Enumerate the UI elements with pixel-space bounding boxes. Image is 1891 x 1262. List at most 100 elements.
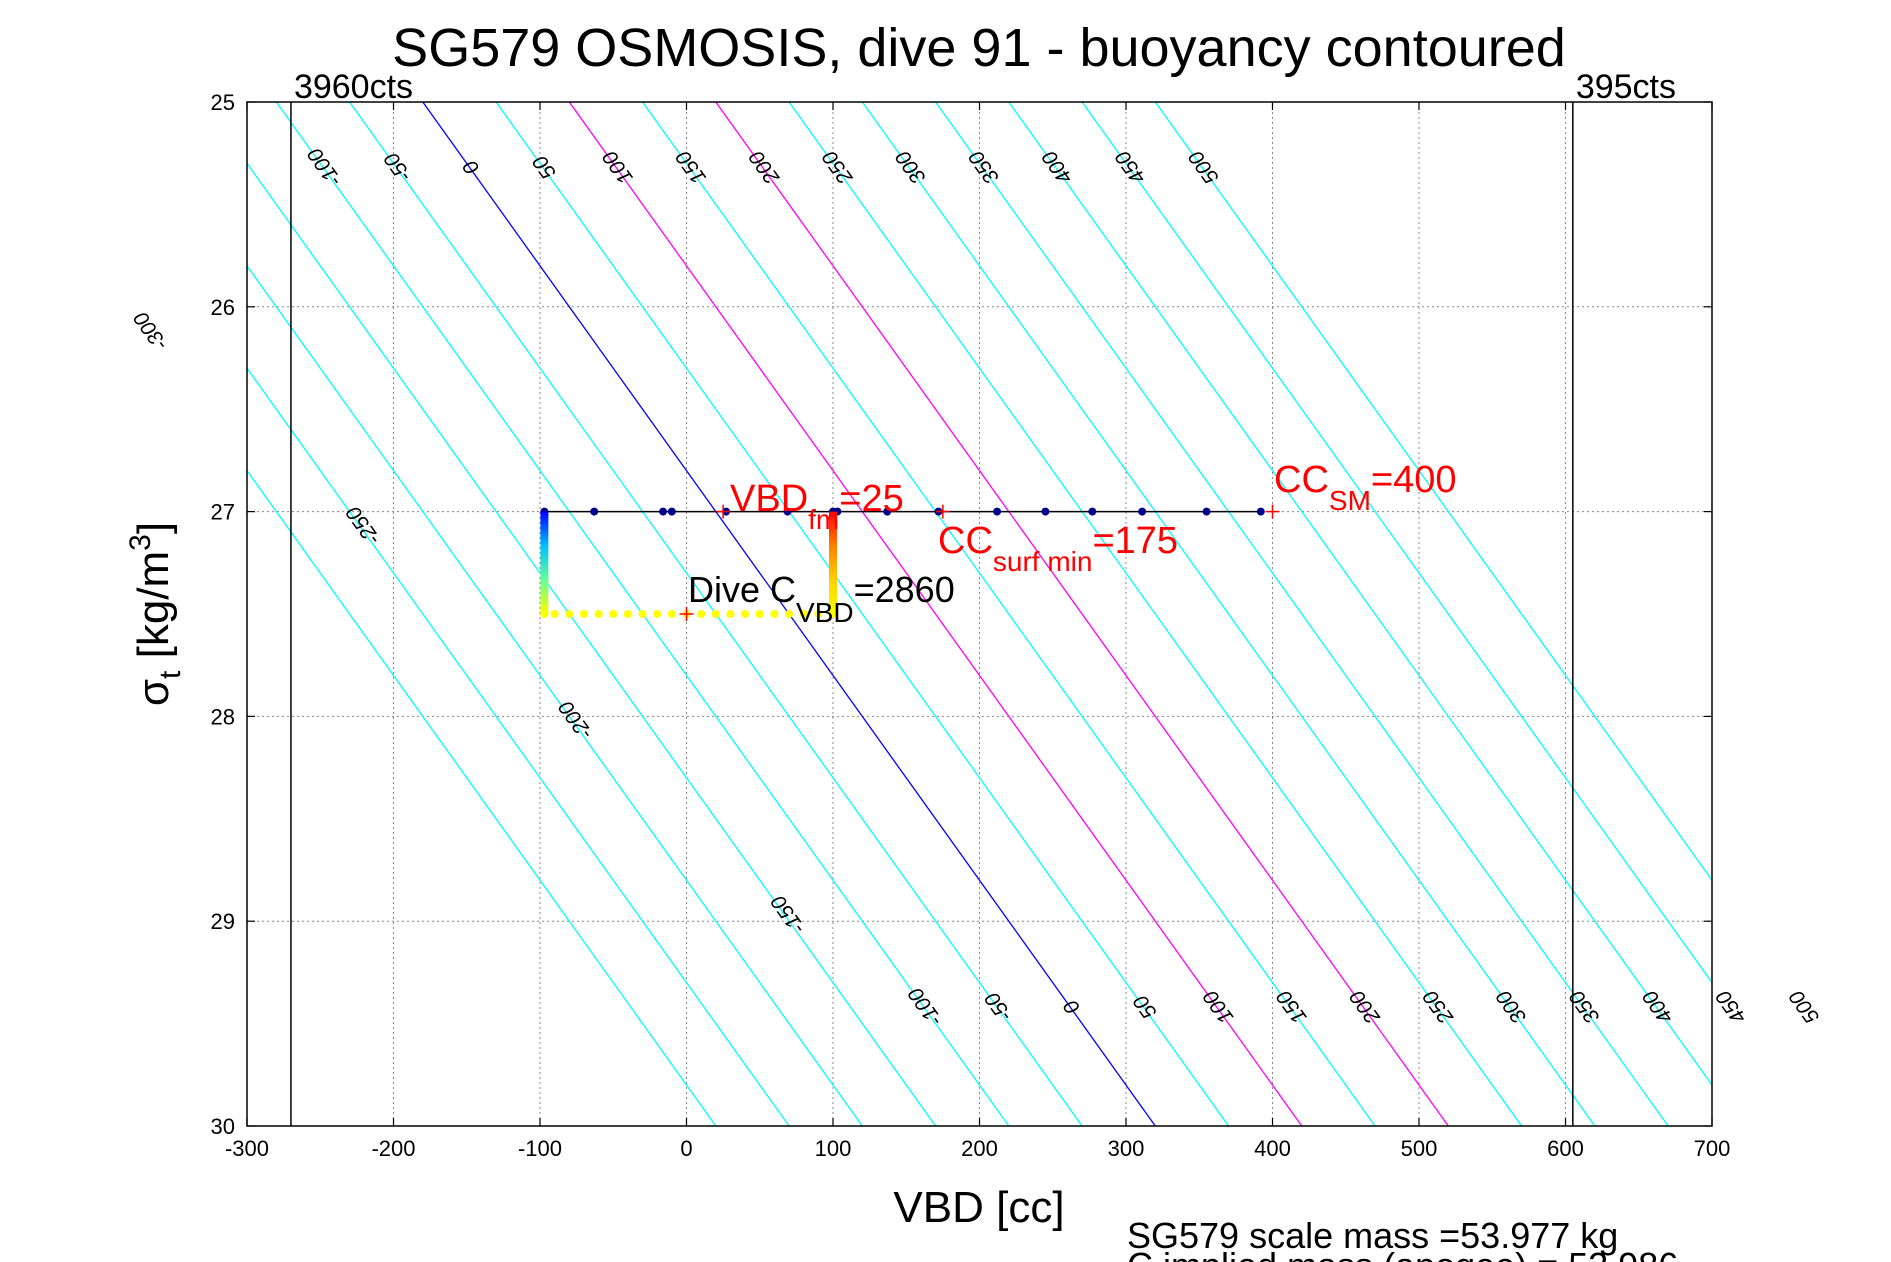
series-point [623, 610, 632, 618]
contour-label: -100 [303, 143, 346, 191]
cc-sm-sub: SM [1329, 485, 1371, 516]
contour-label: 350 [1565, 986, 1604, 1028]
y-tick-label: 29 [211, 909, 235, 934]
chart-title: SG579 OSMOSIS, dive 91 - buoyancy contou… [392, 18, 1566, 78]
annotations: VBDfm=25 CCsurf min=175 CCSM=400 Dive CV… [688, 459, 1456, 628]
contour-line [1081, 102, 1712, 984]
y-axis-label-rest: [kg/m [129, 551, 178, 671]
contour-line [568, 102, 1303, 1126]
contour-labels: -100 -50 0 50 100 150 200 250 300 350 400 450 500 -10… [129, 143, 1824, 1031]
y-axis-label-close: ] [129, 522, 178, 534]
series-point [799, 610, 808, 618]
contour-line [715, 102, 1449, 1126]
series-point [609, 610, 618, 618]
dive-c-vbd-annotation: Dive CVBD=2860 [688, 569, 955, 628]
x-axis-ticks: -300 -200 -100 0 100 200 300 400 500 600 700 [225, 102, 1730, 1161]
vbd-fm-main: VBD [730, 478, 808, 520]
dive-data-series [540, 504, 1280, 621]
contour-line [1008, 102, 1712, 1087]
contour-label: -200 [554, 696, 597, 744]
contour-line [1154, 102, 1712, 882]
contour-label: 500 [1785, 986, 1824, 1028]
contour-label: 450 [1712, 986, 1751, 1028]
contour-label: 450 [1111, 146, 1150, 188]
dive-c-sub: VBD [796, 597, 854, 628]
contour-label: 0 [459, 156, 485, 179]
x-axis-label: VBD [cc] [893, 1183, 1064, 1232]
contour-label: -100 [904, 983, 947, 1031]
series-point [755, 610, 764, 618]
series-point [785, 610, 794, 618]
contour-label: 350 [964, 146, 1003, 188]
implied-mass-note: C implied mass (apogee) = 53.986 [1127, 1245, 1678, 1262]
x-tick-label: 600 [1547, 1136, 1584, 1161]
y-tick-label: 30 [211, 1114, 235, 1139]
contour-label: 50 [1129, 990, 1161, 1023]
series-point [579, 610, 588, 618]
contour-label: 400 [1038, 146, 1077, 188]
cc-surf-min-annotation: CCsurf min=175 [938, 520, 1178, 577]
contour-line [247, 367, 790, 1126]
count-limit-label: 3960cts [294, 68, 413, 106]
series-point [653, 610, 662, 618]
contour-label: 50 [528, 151, 560, 184]
y-tick-label: 25 [211, 90, 235, 115]
implied-mass-rest: implied mass (apogee) = 53.986 [1153, 1245, 1678, 1262]
series-point [550, 610, 559, 618]
dive-c-value: =2860 [854, 569, 955, 610]
x-tick-label: -200 [371, 1136, 415, 1161]
y-axis-label-sup: 3 [124, 534, 157, 551]
contour-line [788, 102, 1523, 1126]
series-point [1256, 507, 1265, 516]
contour-label: 100 [598, 146, 637, 188]
contour-line [247, 264, 863, 1126]
cc-sm-main: CC [1274, 459, 1329, 501]
contour-label: 400 [1638, 986, 1677, 1028]
contour-line [861, 102, 1596, 1126]
color-segment [540, 511, 549, 614]
color-segment [829, 511, 837, 614]
x-tick-label: 700 [1694, 1136, 1731, 1161]
contour-label: -50 [980, 988, 1017, 1026]
y-tick-label: 28 [211, 704, 235, 729]
x-tick-label: 500 [1401, 1136, 1438, 1161]
y-axis-label-sub: t [154, 670, 187, 679]
contour-label: 100 [1199, 986, 1238, 1028]
cc-surf-min-value: =175 [1092, 520, 1178, 562]
count-limit-label: 395cts [1576, 68, 1676, 106]
contour-label: 150 [671, 146, 710, 188]
cc-surf-min-sub: surf min [993, 546, 1093, 577]
series-point [741, 610, 750, 618]
contour-label: 200 [745, 146, 785, 189]
contour-line [642, 102, 1376, 1126]
series-point [993, 507, 1002, 516]
buoyancy-contours [247, 102, 1712, 1126]
vbd-fm-value: =25 [839, 478, 903, 520]
contour-line [935, 102, 1669, 1126]
y-axis-label: σt [kg/m3] [124, 522, 187, 706]
dive-c-main: Dive C [688, 569, 796, 610]
series-point [659, 507, 668, 516]
cc-sm-value: =400 [1371, 459, 1457, 501]
series-point [1041, 507, 1050, 516]
x-tick-label: 400 [1254, 1136, 1291, 1161]
series-point [667, 507, 676, 516]
contour-label: -300 [129, 307, 172, 355]
y-axis-ticks: 25 26 27 28 29 30 [211, 90, 1712, 1139]
contour-label: -150 [767, 891, 810, 939]
contour-label: 200 [1345, 986, 1385, 1029]
series-point [667, 610, 676, 618]
x-tick-label: -300 [225, 1136, 269, 1161]
contour-label: 250 [818, 146, 858, 189]
series-point [638, 610, 647, 618]
y-tick-label: 27 [211, 500, 235, 525]
series-point [590, 507, 599, 516]
contour-label: 300 [1492, 986, 1531, 1028]
series-point [1088, 507, 1097, 516]
contour-label: -50 [380, 148, 417, 186]
cc-sm-annotation: CCSM=400 [1274, 459, 1456, 516]
series-point [1202, 507, 1211, 516]
contour-line [247, 469, 717, 1126]
series-point [711, 610, 720, 618]
